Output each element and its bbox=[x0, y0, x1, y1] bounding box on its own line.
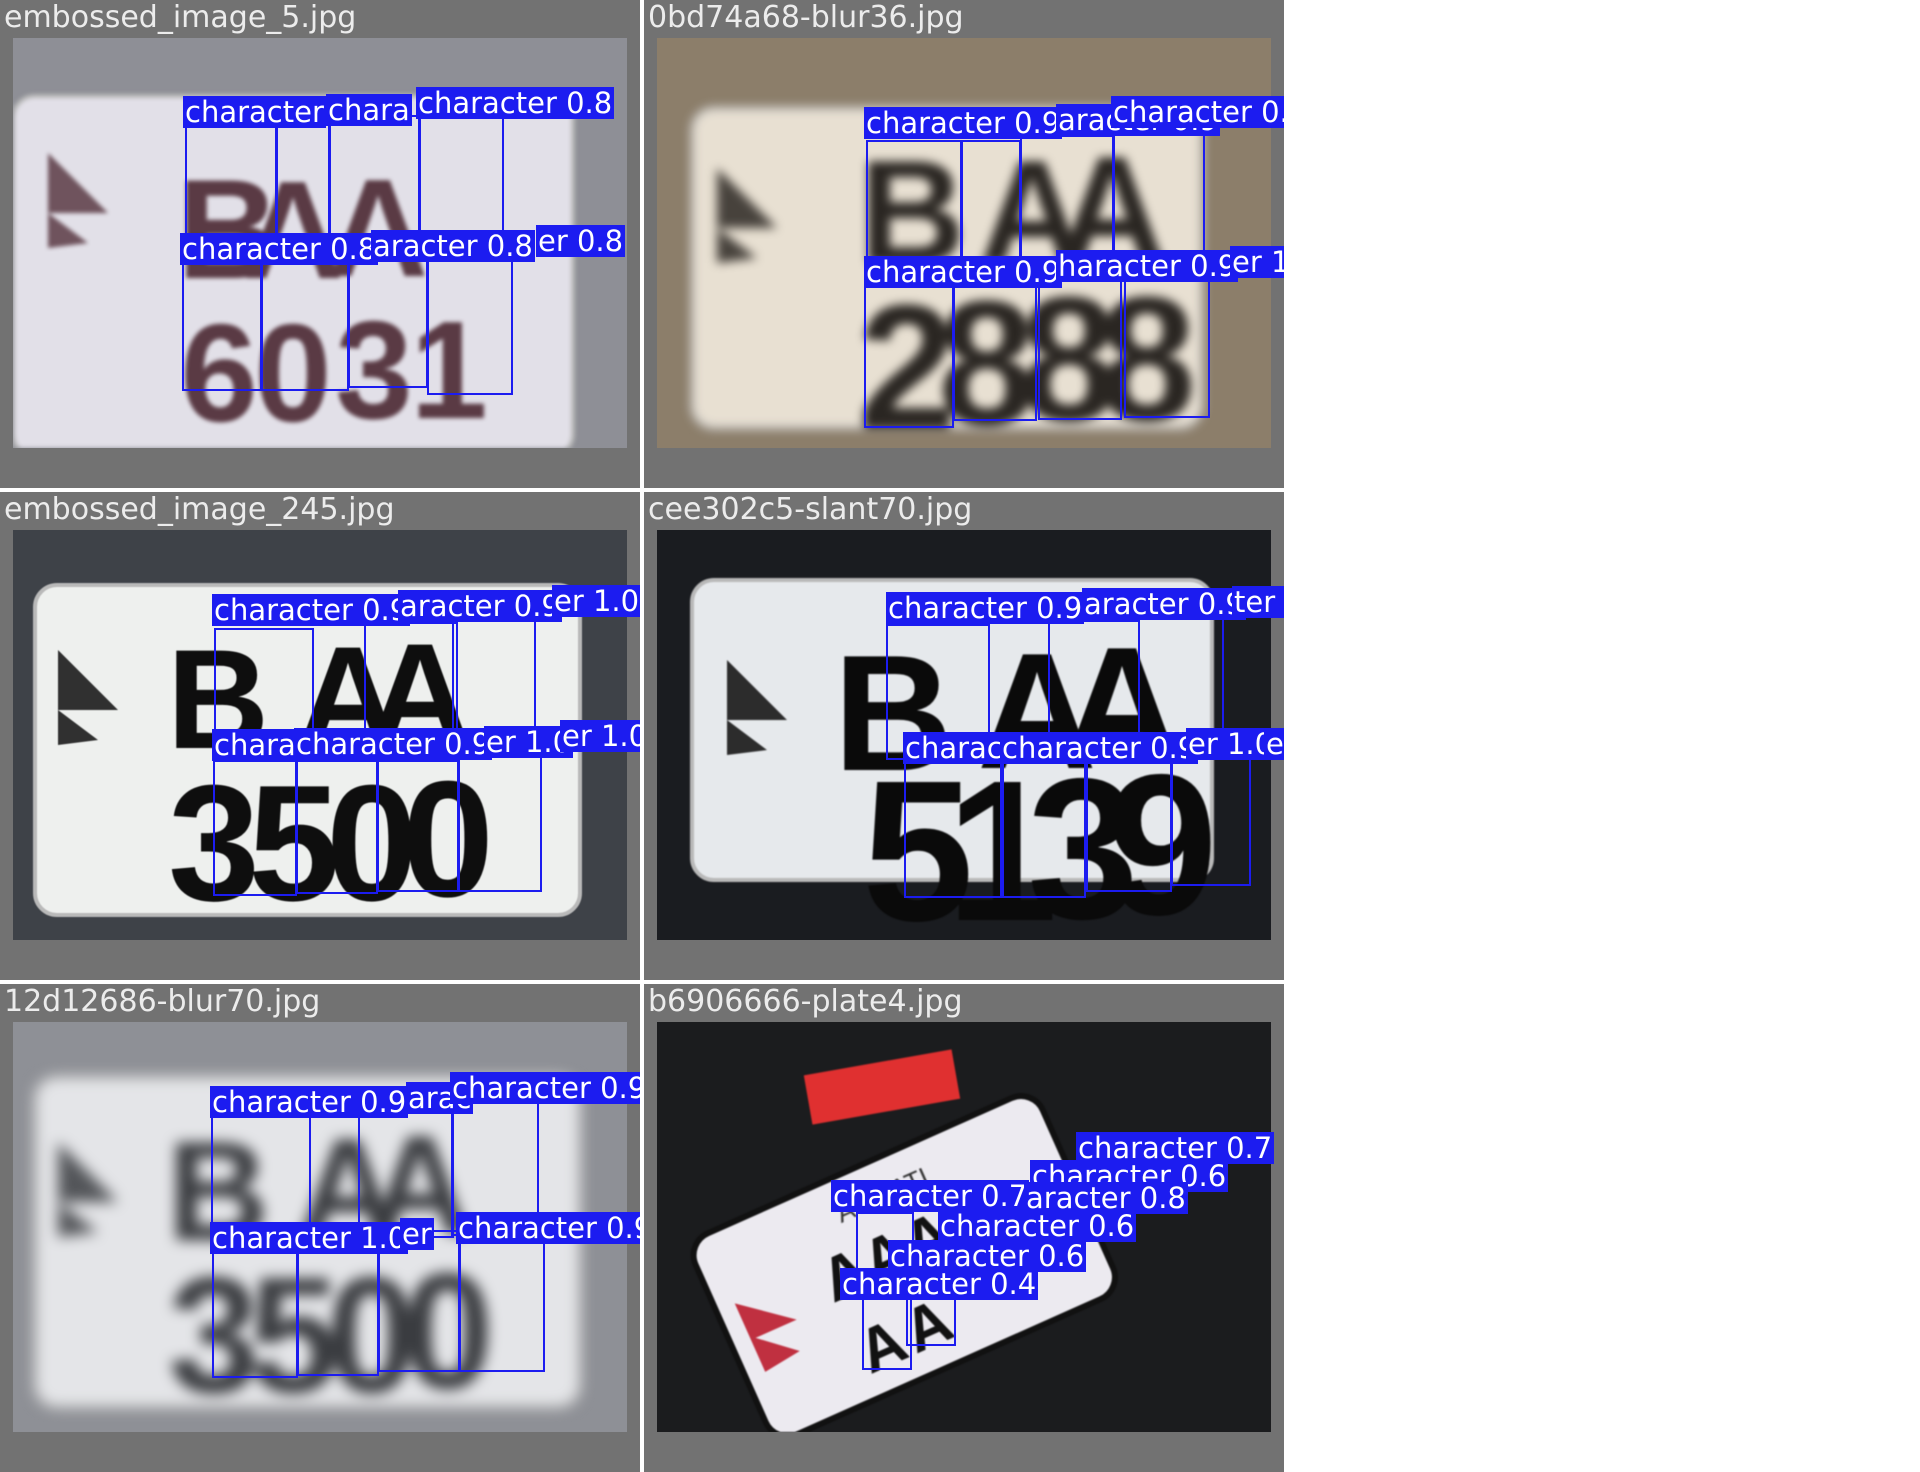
flag-emblem bbox=[727, 660, 787, 755]
detection-label: character 0.8 bbox=[416, 86, 615, 120]
detection-box bbox=[261, 257, 349, 391]
detection-label: er bbox=[400, 1217, 434, 1251]
plate-character: 2 bbox=[858, 268, 956, 448]
plate-character: 5 bbox=[862, 738, 974, 940]
plate-character: 5 bbox=[248, 1243, 340, 1428]
detection-label: character 0.9 bbox=[210, 1085, 409, 1119]
detection-label: er 1.0 bbox=[484, 725, 574, 759]
image-filename: embossed_image_245.jpg bbox=[4, 492, 395, 527]
detection-box bbox=[211, 1102, 311, 1236]
detection-label: character 0.9 bbox=[212, 593, 411, 627]
detection-label: character 0.9 bbox=[1000, 731, 1199, 765]
detection-label: character 0.9 bbox=[864, 255, 1063, 289]
detection-box bbox=[864, 280, 954, 428]
detection-label: aracter 0.8 bbox=[371, 229, 535, 263]
detection-box bbox=[418, 110, 504, 246]
image-filename: 12d12686-blur70.jpg bbox=[4, 984, 321, 1019]
detection-label: character 1.0 bbox=[210, 1221, 409, 1255]
plate-character: 3 bbox=[168, 1243, 260, 1428]
plate-character: 5 bbox=[248, 751, 340, 936]
detection-label: character 0.8 bbox=[180, 232, 379, 266]
flag-emblem bbox=[58, 1142, 118, 1237]
detection-label: character 0.9 bbox=[450, 1072, 640, 1104]
detection-label: ter 0.9 bbox=[1232, 586, 1284, 618]
plate-character: A bbox=[243, 152, 344, 308]
detection-box bbox=[348, 252, 428, 388]
detection-label: character 0.4 bbox=[840, 1267, 1039, 1301]
plate-character: 0 bbox=[402, 747, 494, 932]
plate-character: 1 bbox=[410, 292, 487, 448]
plate-character: 0 bbox=[326, 1243, 418, 1428]
detection-label: character 0.7 bbox=[831, 1179, 1030, 1213]
detection-label: er 1.0 bbox=[1230, 246, 1284, 278]
detection-box bbox=[961, 140, 1021, 265]
flag-emblem bbox=[48, 153, 108, 248]
detection-box bbox=[953, 273, 1037, 421]
image-filename: embossed_image_5.jpg bbox=[4, 0, 357, 35]
detection-box bbox=[1020, 135, 1115, 265]
detection-label: aracter 0.9 bbox=[398, 589, 562, 623]
plate-character: 3 bbox=[1027, 736, 1139, 940]
detection-box bbox=[377, 760, 459, 892]
detection-box bbox=[1038, 270, 1122, 420]
detection-label: er 1.0 bbox=[560, 720, 640, 752]
detection-label: character 0.7 bbox=[1076, 1131, 1275, 1165]
tile-b6906666-plate4: AGMATIAAAAA b6906666-plate4.jpg characte… bbox=[644, 984, 1284, 1472]
plate-character: 9 bbox=[1106, 732, 1218, 940]
detection-label: aracter 0.9 bbox=[1082, 587, 1246, 621]
detection-label: aracter 0.8 bbox=[1024, 1181, 1188, 1215]
detection-label: character 0.9 bbox=[864, 106, 1063, 140]
detection-label: character 0.6 bbox=[938, 1209, 1137, 1243]
detection-label: character 0.9 bbox=[456, 1212, 640, 1244]
detection-label: character 0.6 bbox=[888, 1239, 1087, 1273]
plate-character: A bbox=[1062, 613, 1181, 798]
detection-label: haracter 0.9 bbox=[1056, 249, 1239, 283]
detection-label: charac bbox=[903, 731, 1005, 765]
plate-character: 0 bbox=[402, 1239, 494, 1424]
plate-character: 0 bbox=[254, 295, 331, 448]
detection-box bbox=[866, 140, 962, 265]
detection-box bbox=[1124, 270, 1210, 418]
detection-box bbox=[1112, 130, 1205, 265]
detection-label: character 0.9 bbox=[886, 591, 1085, 625]
detection-label: er 1.0 bbox=[1264, 728, 1284, 760]
detection-label: character bbox=[183, 95, 326, 129]
plate-character: A bbox=[977, 619, 1096, 804]
detection-label: chara bbox=[212, 728, 298, 762]
image-filename: b6906666-plate4.jpg bbox=[648, 984, 963, 1019]
tail-light bbox=[803, 1049, 961, 1125]
detection-label: er 0.8 bbox=[536, 224, 626, 258]
detection-box bbox=[329, 115, 421, 245]
detection-box bbox=[427, 257, 513, 395]
detection-box bbox=[459, 1230, 545, 1372]
plate-character: A bbox=[328, 150, 429, 306]
plate-character: 0 bbox=[326, 751, 418, 936]
plate-character: 6 bbox=[180, 295, 257, 448]
detection-box bbox=[185, 115, 277, 245]
detection-box bbox=[862, 1294, 912, 1370]
detection-label: chara bbox=[326, 93, 412, 127]
detection-label: er 1.0 bbox=[1186, 727, 1276, 761]
detection-box bbox=[182, 257, 262, 391]
image-filename: cee302c5-slant70.jpg bbox=[648, 492, 973, 527]
detection-box bbox=[213, 760, 297, 896]
detection-label: er 1.0 bbox=[552, 584, 640, 618]
detection-box bbox=[296, 760, 378, 894]
plate-character: B bbox=[833, 621, 952, 806]
flag-emblem bbox=[58, 650, 118, 745]
detection-label: character 0.9 bbox=[1111, 96, 1284, 128]
image-filename: 0bd74a68-blur36.jpg bbox=[648, 0, 964, 35]
detection-label: character 0.9 bbox=[294, 727, 493, 761]
detection-box bbox=[276, 115, 330, 245]
detection-box bbox=[458, 756, 542, 892]
flag-emblem bbox=[717, 168, 777, 263]
